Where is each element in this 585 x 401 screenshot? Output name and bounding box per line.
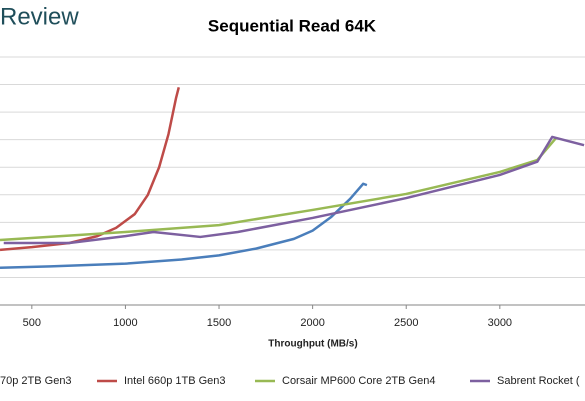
x-axis-label: Throughput (MB/s) [268,339,357,350]
series-line [0,182,368,270]
x-tick-label: 1000 [113,317,137,329]
x-tick-label: 3000 [488,317,512,329]
x-tick-label: 2000 [300,317,324,329]
logo: Review [0,3,79,30]
legend-label: Intel 660p 1TB Gen3 [124,375,226,387]
x-tick-label: 500 [23,317,41,329]
x-tick-label: 1500 [207,317,231,329]
legend-label: Corsair MP600 Core 2TB Gen4 [282,375,435,387]
series-line [0,137,557,242]
series-line [0,87,180,252]
chart-title: Sequential Read 64K [208,16,377,35]
series-line [3,135,585,245]
legend-label: Sabrent Rocket ( [497,375,580,387]
legend-label: 70p 2TB Gen3 [0,375,72,387]
x-tick-label: 2500 [394,317,418,329]
